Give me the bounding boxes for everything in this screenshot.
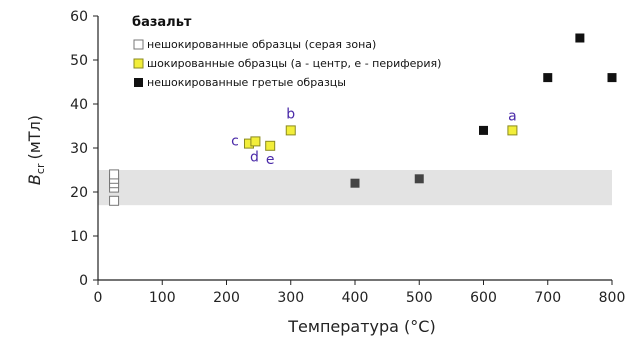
x-tick-label: 0 [94,290,103,306]
x-tick-label: 300 [277,290,304,306]
y-tick-label: 30 [70,141,88,157]
shocked-point [507,125,518,136]
y-tick-label: 0 [79,273,88,289]
unshocked-point [109,195,120,206]
legend-marker-unshocked [133,39,144,50]
y-axis-label: Bcr (мТл) [25,115,47,185]
point-label-b: b [286,106,295,122]
x-tick-label: 700 [534,290,561,306]
legend-marker-heated [134,78,143,87]
point-label-d: d [250,149,259,165]
point-labels: a b cd e [231,106,517,167]
y-tick-label: 60 [70,9,88,25]
x-tick-label: 100 [149,290,176,306]
legend-marker-shocked [133,58,144,69]
shocked-point [265,140,276,151]
x-axis-label: Температура (°C) [287,317,435,336]
y-axis-label-unit: (мТл) [25,115,44,160]
y-tick-label: 10 [70,229,88,245]
point-label-c: c [231,134,239,150]
y-tick-label: 50 [70,53,88,69]
heated-point [479,125,488,135]
unshocked-point [109,169,120,180]
y-axis-label-sub: cr [34,163,47,174]
x-tick-label: 600 [470,290,497,306]
data-points [109,33,617,206]
x-tick-label: 800 [599,290,626,306]
y-tick-label: 20 [70,185,88,201]
shocked-point [285,125,296,136]
legend-entry-unshocked: нешокированные образцы (серая зона) [147,38,376,51]
shocked-point [250,136,261,147]
axes [93,15,613,285]
y-axis-label-main: B [25,174,44,185]
x-tick-label: 500 [406,290,433,306]
legend-entry-shocked: шокированные образцы (a - центр, e - пер… [147,57,441,70]
legend: базальт нешокированные образцы (серая зо… [132,15,441,89]
x-tick-label: 200 [213,290,240,306]
heated-point [607,73,617,83]
point-label-e: e [266,152,275,168]
heated-point [575,33,585,43]
point-label-a: a [508,108,517,124]
legend-title: базальт [132,15,192,30]
heated-point [414,174,424,184]
x-tick-label: 400 [342,290,369,306]
heated-point [350,178,360,188]
y-tick-label: 40 [70,97,88,113]
legend-entry-heated: нешокированные гретые образцы [147,76,346,89]
heated-point [543,73,553,83]
